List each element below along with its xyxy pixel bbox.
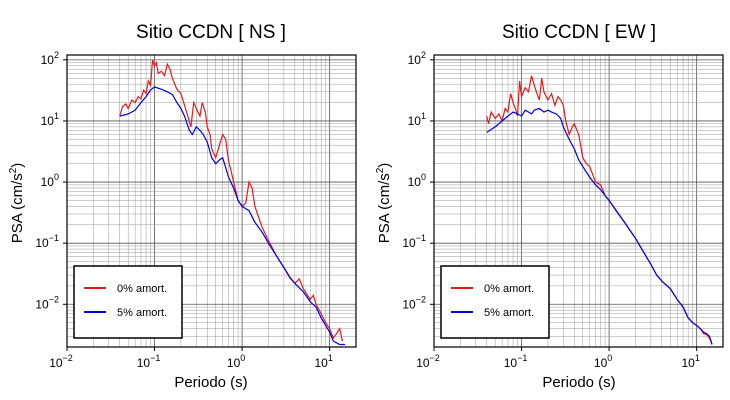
legend-label: 5% amort.	[484, 307, 534, 319]
legend-label: 5% amort.	[117, 307, 167, 319]
series-line	[119, 59, 344, 342]
y-tick-label: 10−2	[35, 294, 59, 311]
x-axis-label: Periodo (s)	[542, 374, 615, 391]
y-tick-label: 10−1	[402, 233, 426, 250]
y-tick-label: 101	[41, 111, 59, 128]
y-tick-label: 101	[408, 111, 426, 128]
x-tick-label: 101	[681, 353, 699, 370]
x-tick-label: 10−1	[137, 353, 161, 370]
y-tick-label: 10−2	[402, 294, 426, 311]
x-axis-label: Periodo (s)	[174, 374, 247, 391]
legend-label: 0% amort.	[117, 283, 167, 295]
y-axis-label: PSA (cm/s2)	[8, 163, 26, 244]
y-tick-label: 102	[408, 50, 426, 67]
y-tick-label: 100	[41, 172, 59, 189]
y-tick-label: 10−1	[35, 233, 59, 250]
x-tick-label: 10−2	[416, 353, 440, 370]
x-tick-label: 100	[594, 353, 612, 370]
legend-box	[73, 265, 183, 339]
x-tick-label: 10−1	[504, 353, 528, 370]
x-tick-label: 10−2	[49, 353, 73, 370]
x-tick-label: 100	[227, 353, 245, 370]
x-tick-label: 101	[314, 353, 332, 370]
legend-label: 0% amort.	[484, 283, 534, 295]
plot-frame	[433, 54, 724, 348]
series-line	[119, 86, 346, 346]
y-axis-label: PSA (cm/s2)	[375, 163, 393, 244]
series-line	[486, 107, 713, 345]
y-tick-label: 100	[408, 172, 426, 189]
legend: 0% amort. 5% amort.	[440, 265, 550, 339]
plot-frame	[66, 54, 357, 348]
y-tick-label: 102	[41, 50, 59, 67]
chart-title: Sitio CCDN [ NS ]	[136, 22, 286, 43]
grid	[66, 55, 357, 348]
panel-ns: Sitio CCDN [ NS ] Periodo (s) PSA (cm/s2…	[8, 22, 357, 391]
legend-box	[440, 265, 550, 339]
chart-title: Sitio CCDN [ EW ]	[502, 22, 656, 43]
panel-ew: Sitio CCDN [ EW ] Periodo (s) PSA (cm/s2…	[375, 22, 724, 391]
legend: 0% amort. 5% amort.	[73, 265, 183, 339]
